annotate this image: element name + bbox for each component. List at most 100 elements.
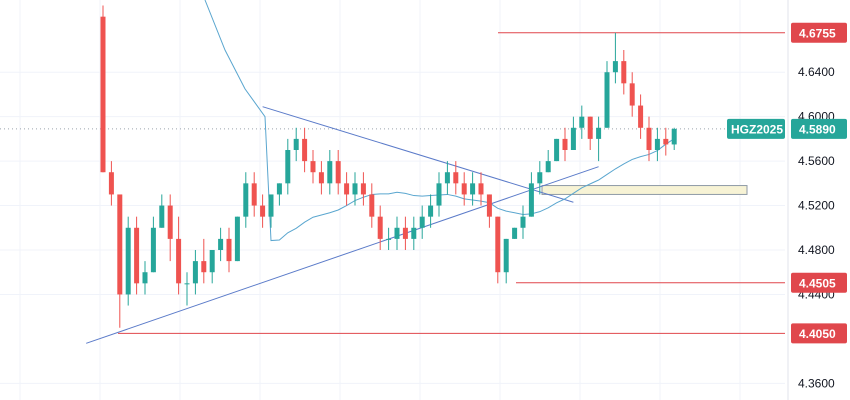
candle-body [142,272,148,284]
candle-body [453,172,459,184]
candle [604,61,610,128]
candle [587,116,593,150]
symbol-tag [727,118,785,139]
candle [344,172,350,206]
candle [428,194,434,228]
level-tag-label: 4.4050 [799,327,836,341]
y-tick-label: 4.5200 [798,199,835,213]
candle [461,172,467,206]
candle [159,194,165,228]
candle [495,216,501,284]
candle [638,94,644,139]
candle-body [419,216,425,228]
candle [251,172,257,217]
candle [209,250,215,284]
candle [654,127,660,162]
candle-body [545,161,551,173]
candle [310,150,316,184]
trendlines[interactable] [86,106,599,344]
candle-body [436,183,442,206]
level-tag [791,272,847,293]
y-tick-label: 4.6400 [798,65,835,79]
candle-body [344,183,350,195]
candle-body [377,216,383,239]
candle-body [495,216,501,273]
candle [394,216,400,250]
candle [512,227,518,239]
candle-body [125,227,131,295]
candle-body [234,216,240,262]
last-price-label: 4.5890 [799,122,836,136]
candle-body [604,72,610,128]
candle-body [184,283,190,285]
candle [554,138,560,162]
y-tick-label: 4.4800 [798,243,835,257]
candle [100,5,106,173]
candle [545,150,551,173]
candle [562,127,568,162]
candle-body [100,16,106,173]
last-price-tag [791,118,847,139]
candle-body [470,183,476,195]
candle-body [394,227,400,239]
candles [100,5,677,328]
candle [419,205,425,239]
candle [486,194,492,228]
candle [402,216,408,250]
candle-body [201,261,207,273]
candle-body [428,205,434,217]
candle [176,216,182,295]
candle-body [537,172,543,184]
candle-body [209,250,215,273]
ma-line [204,0,675,242]
candle-body [638,105,644,128]
candle [134,216,140,295]
candle [268,194,274,228]
candle [352,172,358,206]
candle-body [293,138,299,150]
candle [386,227,392,250]
candle-body [402,227,408,239]
candle-body [579,116,585,128]
candle [360,172,366,206]
candle [537,161,543,195]
candle-body [562,138,568,150]
y-tick-label: 4.5600 [798,154,835,168]
trendline-upper-descending [262,106,574,203]
candle-body [411,227,417,239]
candle-body [352,183,358,195]
candle [612,32,618,84]
level-tag [791,22,847,43]
candle [260,194,266,228]
grid [0,0,785,400]
price-levels [0,32,785,334]
moving-average [204,0,675,242]
candle-body [117,194,123,295]
candle-body [512,227,518,239]
candle [470,172,476,206]
candle [411,216,417,250]
candle-body [654,138,660,150]
candle [377,205,383,250]
candle-body [486,194,492,217]
candle [243,172,249,228]
candle [125,216,131,306]
candle-body [302,138,308,162]
candle-body [276,183,282,195]
candle-body [629,83,635,106]
candle-body [478,183,484,195]
support-zone [541,185,748,195]
candle-body [335,161,341,184]
candle [192,250,198,295]
candle [234,216,240,262]
trendline-lower-ascending [86,166,599,344]
candle [327,150,333,195]
candle [453,161,459,195]
candle-body [310,161,316,173]
candle-body [554,138,560,162]
candle-body [621,61,627,84]
candle-body [327,161,333,184]
candle-body [251,183,257,206]
